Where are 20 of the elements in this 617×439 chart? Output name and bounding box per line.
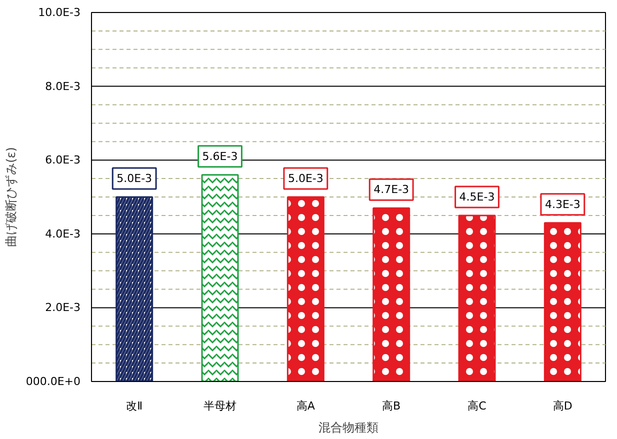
y-tick-label: 000.0E+0 <box>26 375 80 388</box>
x-tick-label: 改Ⅱ <box>126 400 143 412</box>
data-label: 4.5E-3 <box>459 190 495 204</box>
data-label: 4.7E-3 <box>374 183 410 196</box>
data-label: 5.6E-3 <box>202 150 238 163</box>
y-axis-title: 曲げ破断ひずみ(ε) <box>4 147 18 247</box>
y-tick-label: 10.0E-3 <box>38 6 81 19</box>
x-tick-label: 半母材 <box>204 400 236 412</box>
y-tick-label: 2.0E-3 <box>45 301 81 314</box>
data-label: 4.3E-3 <box>544 198 580 211</box>
data-label: 5.0E-3 <box>288 172 324 185</box>
data-label: 5.0E-3 <box>116 172 152 185</box>
x-axis-title: 混合物種類 <box>318 420 378 434</box>
x-tick-label: 高D <box>552 400 572 412</box>
x-tick-label: 高A <box>296 400 316 412</box>
x-tick-label: 高C <box>468 400 487 412</box>
x-tick-label: 高B <box>382 400 401 412</box>
y-tick-label: 4.0E-3 <box>45 227 81 240</box>
y-tick-label: 8.0E-3 <box>45 80 81 93</box>
y-tick-label: 6.0E-3 <box>45 154 81 167</box>
